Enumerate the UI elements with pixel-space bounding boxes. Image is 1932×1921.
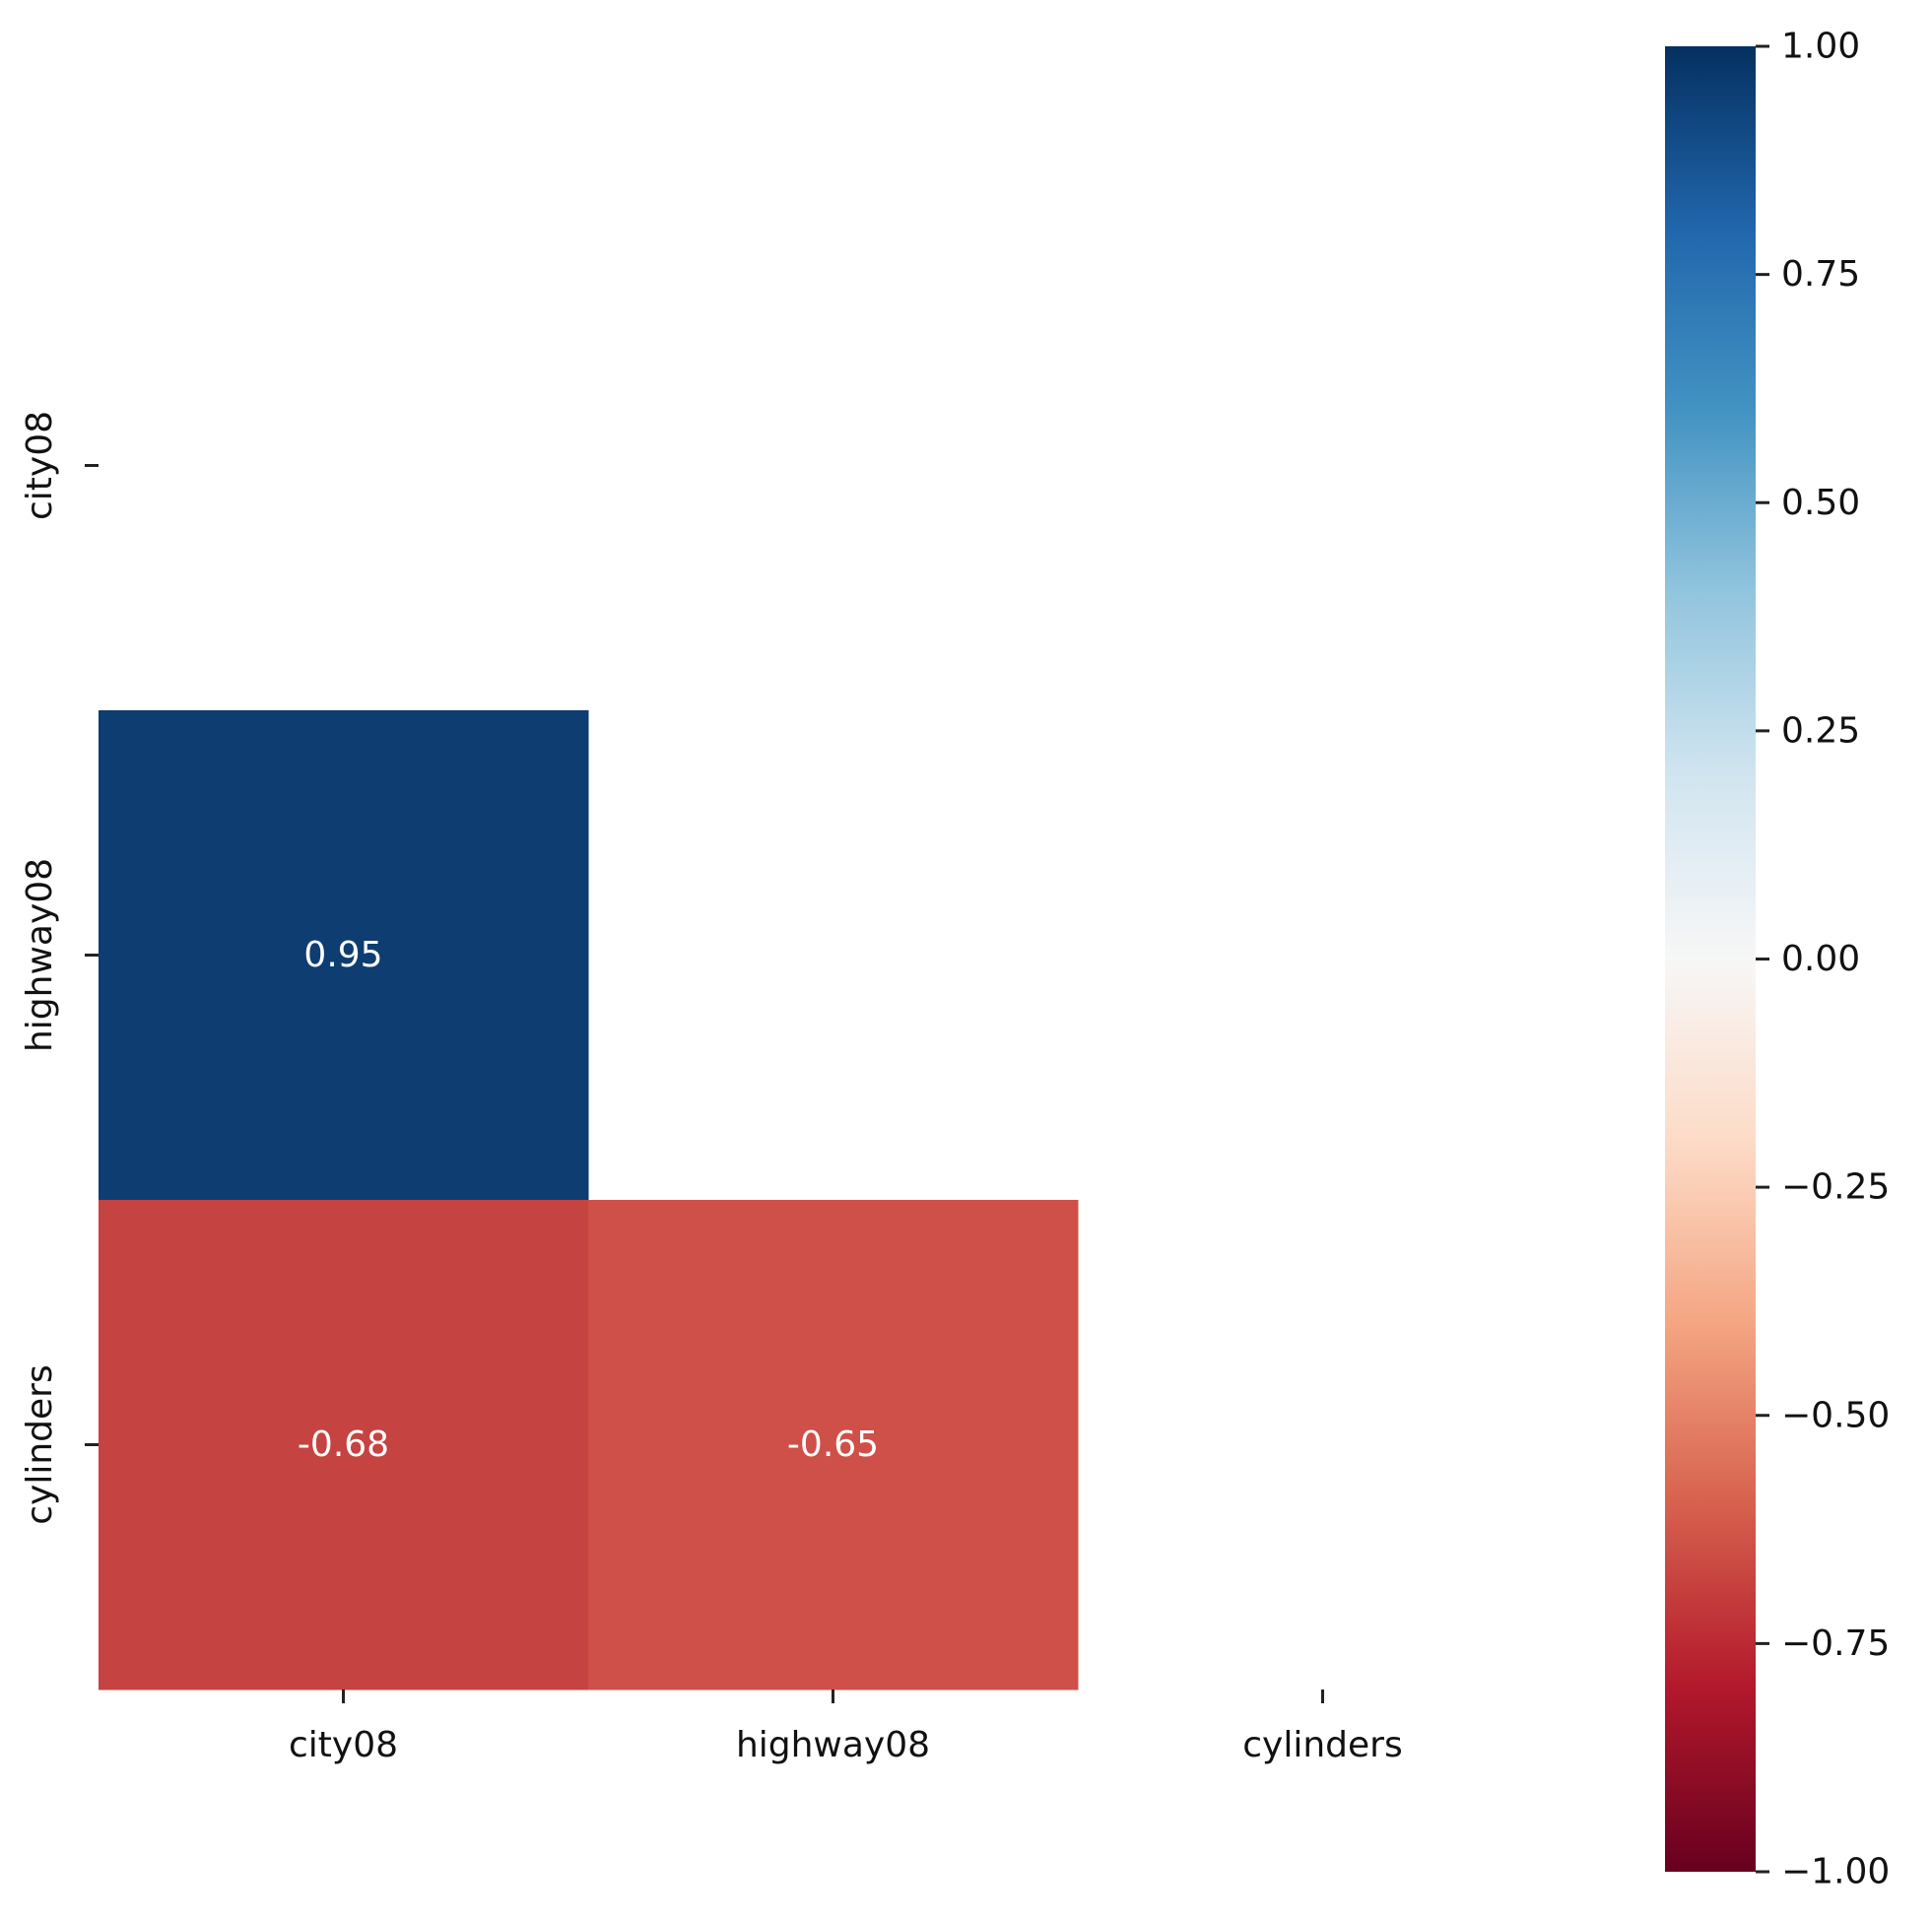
heatmap-cell-cylinders-highway08 — [588, 1200, 1079, 1690]
colorbar — [1665, 46, 1756, 1872]
colorbar-tick-label: 0.25 — [1781, 710, 1860, 751]
heatmap-cell-cylinders-city08 — [99, 1200, 589, 1690]
cell-value-highway08-city08: 0.95 — [303, 935, 382, 975]
colorbar-tick-label: −0.75 — [1781, 1623, 1890, 1664]
colorbar-tick-label: 0.75 — [1781, 254, 1860, 295]
heatmap-cells — [99, 710, 1079, 1690]
heatmap-cell-labels: 0.95 -0.68 -0.65 — [298, 935, 879, 1465]
x-axis: city08 highway08 cylinders — [289, 1689, 1403, 1765]
colorbar-tick-label: −0.25 — [1781, 1167, 1890, 1208]
x-tick-label-city08: city08 — [289, 1725, 398, 1765]
x-tick-label-cylinders: cylinders — [1242, 1725, 1402, 1765]
y-axis: city08 highway08 cylinders — [20, 411, 99, 1525]
y-tick-label-city08: city08 — [20, 411, 60, 520]
heatmap-cell-highway08-city08 — [99, 710, 589, 1201]
colorbar-tick-label: −0.50 — [1781, 1395, 1890, 1435]
colorbar-tick-label: 0.00 — [1781, 939, 1860, 979]
y-tick-label-highway08: highway08 — [20, 858, 60, 1052]
colorbar-tick-label: 0.50 — [1781, 483, 1860, 523]
colorbar-tick-label: 1.00 — [1781, 27, 1860, 67]
x-tick-label-highway08: highway08 — [736, 1725, 930, 1765]
cell-value-cylinders-highway08: -0.65 — [787, 1424, 879, 1465]
y-tick-label-cylinders: cylinders — [20, 1364, 60, 1524]
colorbar-ticks: 1.00 0.75 0.50 0.25 0.00 −0.25 −0.50 −0.75 −1.00 — [1756, 27, 1890, 1892]
colorbar-tick-label: −1.00 — [1781, 1852, 1890, 1892]
cell-value-cylinders-city08: -0.68 — [298, 1424, 389, 1465]
